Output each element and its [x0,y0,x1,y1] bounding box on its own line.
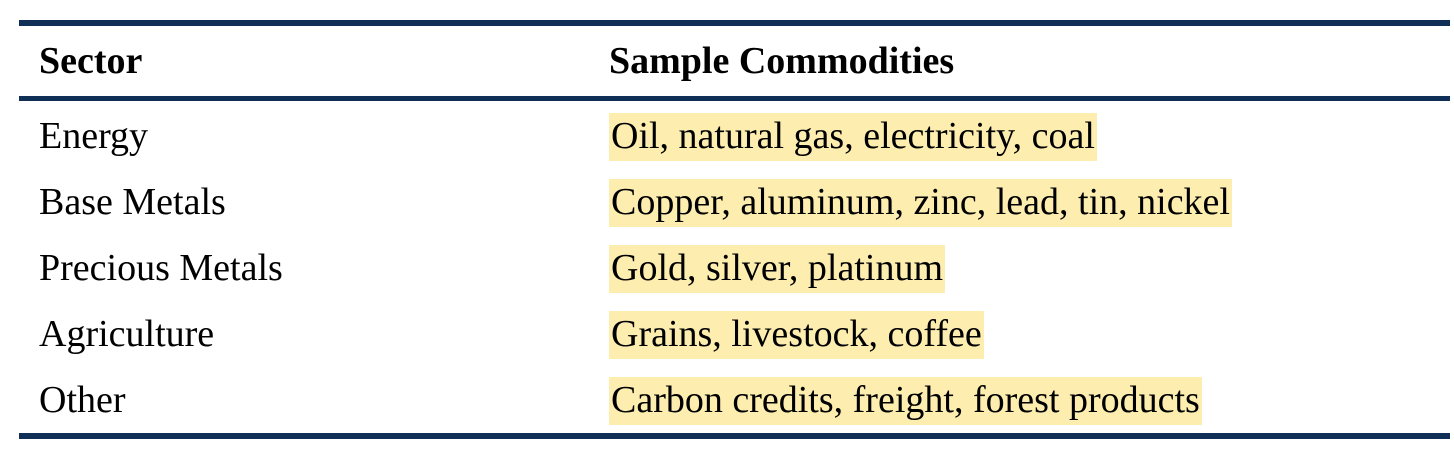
table-header-rule [19,96,1450,101]
table-row: Precious Metals Gold, silver, platinum [19,235,1450,301]
table-body: Energy Oil, natural gas, electricity, co… [19,101,1450,433]
highlighted-text: Gold, silver, platinum [609,245,945,293]
sector-cell: Energy [39,115,149,157]
table-top-rule [19,20,1450,26]
header-sample-commodities: Sample Commodities [609,40,955,82]
header-sector: Sector [39,40,143,82]
sector-cell: Other [39,379,126,421]
table-row: Other Carbon credits, freight, forest pr… [19,367,1450,433]
table-row: Energy Oil, natural gas, electricity, co… [19,103,1450,169]
table-header-row: Sector Sample Commodities [19,26,1450,96]
highlighted-text: Grains, livestock, coffee [609,311,984,359]
sector-cell: Precious Metals [39,247,283,289]
sector-cell: Base Metals [39,181,226,223]
table-row: Agriculture Grains, livestock, coffee [19,301,1450,367]
commodities-cell: Grains, livestock, coffee [609,301,984,367]
commodities-cell: Copper, aluminum, zinc, lead, tin, nicke… [609,169,1232,235]
table-row: Base Metals Copper, aluminum, zinc, lead… [19,169,1450,235]
highlighted-text: Carbon credits, freight, forest products [609,377,1202,425]
sector-cell: Agriculture [39,313,215,355]
commodities-cell: Carbon credits, freight, forest products [609,367,1202,433]
highlighted-text: Copper, aluminum, zinc, lead, tin, nicke… [609,179,1232,227]
commodities-cell: Gold, silver, platinum [609,235,945,301]
table-bottom-rule [19,433,1450,439]
commodity-sector-table: Sector Sample Commodities Energy Oil, na… [19,20,1450,439]
highlighted-text: Oil, natural gas, electricity, coal [609,113,1097,161]
commodities-cell: Oil, natural gas, electricity, coal [609,103,1097,169]
